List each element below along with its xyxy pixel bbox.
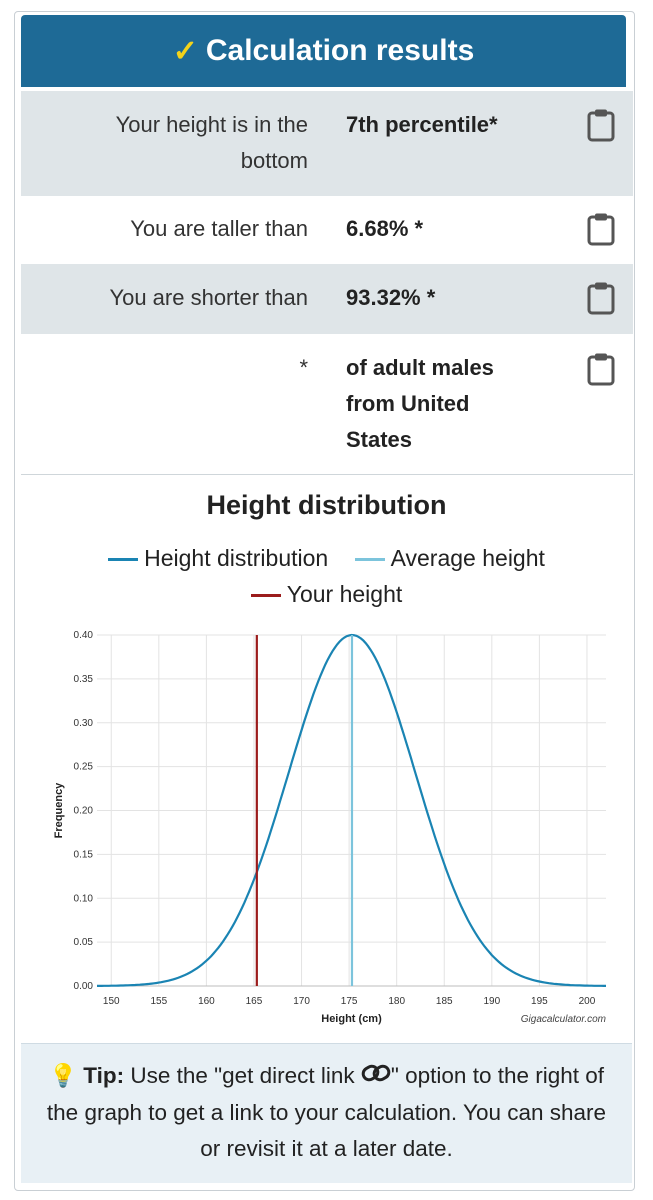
results-header: ✓ Calculation results — [21, 15, 626, 87]
x-tick-label: 190 — [483, 996, 500, 1007]
tip-box: 💡 Tip: Use the "get direct link " option… — [21, 1043, 632, 1183]
legend-label: Average height — [390, 545, 545, 571]
height-distribution-chart: 0.00 0.05 0.10 0.15 0.20 0.25 0.30 0.35 0.40 150 1… — [53, 630, 606, 1025]
y-tick-label: 0.30 — [74, 718, 94, 729]
x-tick-label: 200 — [579, 996, 596, 1007]
x-axis-label: Height (cm) — [321, 1013, 382, 1025]
clipboard-icon[interactable] — [587, 352, 615, 386]
legend-item-distribution[interactable]: Height distribution — [108, 545, 328, 571]
result-value: 7th percentile* — [346, 112, 498, 137]
chart-title: Height distribution — [206, 490, 447, 520]
clipboard-icon[interactable] — [587, 281, 615, 315]
results-title: Calculation results — [205, 34, 475, 67]
result-row-percentile: Your height is in the bottom 7th percent… — [21, 91, 633, 196]
result-label: You are shorter than — [109, 285, 308, 310]
clipboard-icon[interactable] — [587, 212, 615, 246]
result-label: You are taller than — [130, 216, 308, 241]
y-tick-label: 0.10 — [74, 893, 94, 904]
legend-item-average[interactable]: Average height — [354, 545, 545, 571]
tip-label: Tip: — [83, 1063, 125, 1088]
result-row-taller: You are taller than 6.68% * — [21, 196, 633, 264]
link-icon — [361, 1059, 391, 1095]
y-tick-label: 0.40 — [74, 630, 94, 641]
y-tick-label: 0.25 — [74, 762, 94, 773]
y-tick-label: 0.00 — [74, 981, 94, 992]
result-label: * — [299, 355, 308, 380]
legend-swatch — [108, 558, 139, 562]
chart-watermark: Gigacalculator.com — [521, 1014, 606, 1025]
x-tick-label: 180 — [388, 996, 405, 1007]
x-tick-label: 165 — [246, 996, 263, 1007]
y-tick-label: 0.15 — [74, 849, 94, 860]
tip-text-after: " option to the right of the graph to ge… — [46, 1063, 607, 1162]
x-tick-label: 175 — [341, 996, 358, 1007]
result-label: Your height is in the bottom — [115, 112, 308, 173]
clipboard-icon[interactable] — [587, 108, 615, 142]
result-row-shorter: You are shorter than 93.32% * — [21, 264, 633, 334]
x-tick-label: 185 — [436, 996, 453, 1007]
legend-label: Your height — [286, 581, 403, 607]
chart-legend: Height distribution Average height Your … — [30, 540, 623, 612]
x-tick-label: 150 — [103, 996, 120, 1007]
result-value: 93.32% * — [346, 285, 436, 310]
legend-swatch — [250, 594, 281, 598]
legend-item-your-height[interactable]: Your height — [250, 581, 403, 607]
legend-label: Height distribution — [144, 545, 329, 571]
y-tick-label: 0.05 — [74, 937, 94, 948]
tip-text-before: Use the "get direct link — [124, 1063, 361, 1088]
lightbulb-icon: 💡 — [48, 1063, 77, 1088]
y-tick-label: 0.35 — [74, 674, 94, 685]
result-value: of adult males from United States — [346, 355, 494, 452]
x-tick-label: 195 — [531, 996, 548, 1007]
y-tick-label: 0.20 — [74, 806, 94, 817]
divider — [21, 474, 633, 475]
x-tick-label: 170 — [293, 996, 310, 1007]
result-row-population: * of adult males from United States — [21, 334, 633, 474]
x-tick-label: 155 — [150, 996, 167, 1007]
check-icon: ✓ — [172, 34, 198, 68]
y-axis-label: Frequency — [53, 782, 65, 839]
x-tick-label: 160 — [198, 996, 215, 1007]
legend-swatch — [354, 558, 385, 562]
result-value: 6.68% * — [346, 216, 424, 241]
